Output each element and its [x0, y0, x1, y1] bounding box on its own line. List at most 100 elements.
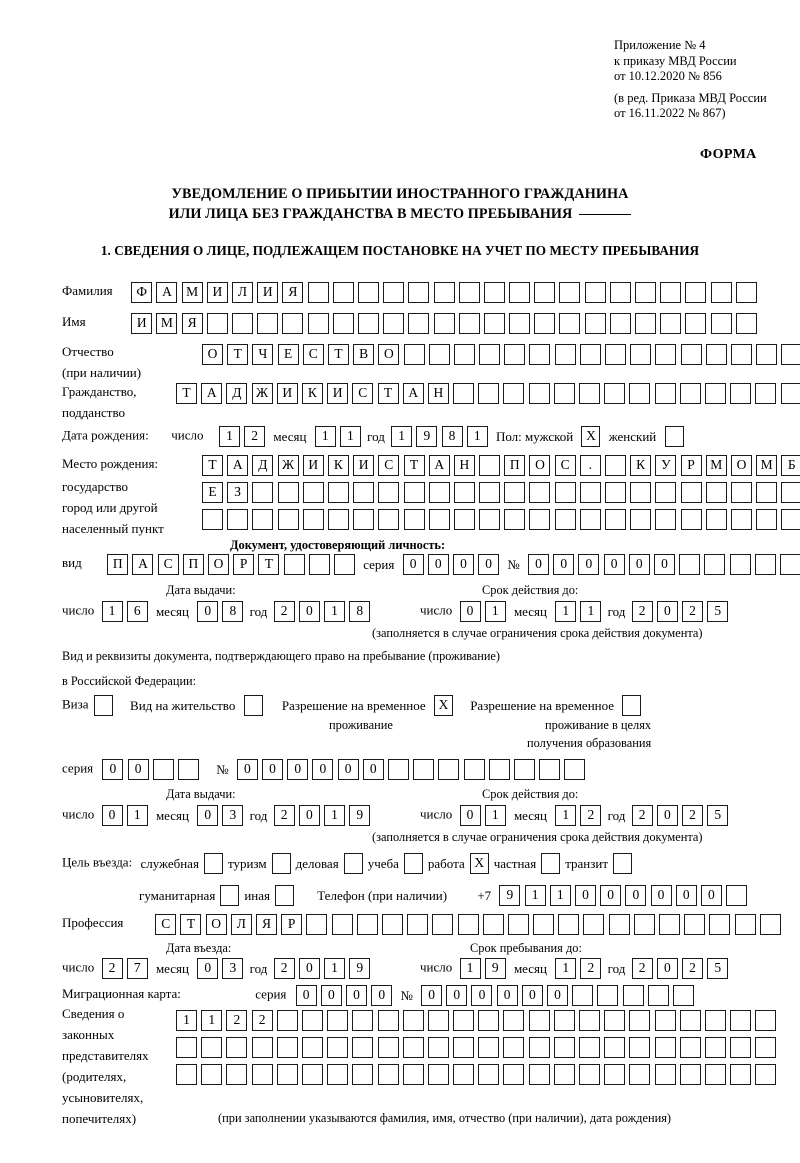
char-cell[interactable]: [458, 282, 480, 303]
char-cell[interactable]: [604, 1064, 626, 1085]
char-cell[interactable]: 1: [324, 805, 346, 826]
char-cell[interactable]: 2: [682, 601, 704, 622]
char-cell[interactable]: [438, 759, 460, 780]
char-cell[interactable]: [781, 509, 800, 530]
char-cell[interactable]: 0: [459, 805, 481, 826]
char-cell[interactable]: 1: [176, 1010, 197, 1031]
char-cell[interactable]: Р: [281, 914, 303, 935]
residence-permit-checkbox[interactable]: [243, 695, 263, 716]
char-cell[interactable]: [479, 344, 501, 365]
char-cell[interactable]: 8: [349, 601, 371, 622]
char-cell[interactable]: [403, 344, 425, 365]
char-cell[interactable]: [655, 344, 677, 365]
char-cell[interactable]: Ж: [251, 383, 273, 404]
char-cell[interactable]: И: [206, 282, 228, 303]
char-cell[interactable]: [597, 985, 619, 1006]
char-cell[interactable]: [685, 282, 707, 303]
char-cell[interactable]: [504, 344, 526, 365]
char-cell[interactable]: 0: [656, 601, 678, 622]
char-cell[interactable]: 0: [446, 985, 468, 1006]
char-cell[interactable]: [604, 1037, 626, 1058]
char-cell[interactable]: [503, 1064, 525, 1085]
char-cell[interactable]: [479, 482, 501, 503]
char-cell[interactable]: [704, 1010, 726, 1031]
char-cell[interactable]: [283, 554, 305, 575]
char-cell[interactable]: [629, 1037, 651, 1058]
char-cell[interactable]: 5: [707, 805, 729, 826]
char-cell[interactable]: [705, 482, 727, 503]
char-cell[interactable]: 2: [101, 958, 123, 979]
char-cell[interactable]: [408, 313, 430, 334]
purpose-option-checkbox[interactable]: X: [469, 853, 489, 874]
char-cell[interactable]: 8: [222, 601, 244, 622]
char-cell[interactable]: 2: [682, 958, 704, 979]
char-cell[interactable]: [730, 482, 752, 503]
char-cell[interactable]: [402, 1037, 424, 1058]
char-cell[interactable]: [558, 914, 580, 935]
char-cell[interactable]: [457, 914, 479, 935]
char-cell[interactable]: Я: [282, 282, 304, 303]
char-cell[interactable]: М: [705, 455, 727, 476]
char-cell[interactable]: [579, 509, 601, 530]
char-cell[interactable]: [654, 1010, 676, 1031]
char-cell[interactable]: 2: [580, 805, 602, 826]
char-cell[interactable]: [428, 482, 450, 503]
edu-residence-checkbox[interactable]: [622, 695, 642, 716]
char-cell[interactable]: [383, 282, 405, 303]
char-cell[interactable]: [226, 1037, 248, 1058]
char-cell[interactable]: 0: [197, 958, 219, 979]
char-cell[interactable]: 2: [251, 1010, 273, 1031]
char-cell[interactable]: [277, 509, 299, 530]
char-cell[interactable]: 0: [427, 554, 449, 575]
char-cell[interactable]: [609, 313, 631, 334]
char-cell[interactable]: [528, 1064, 550, 1085]
char-cell[interactable]: [533, 914, 555, 935]
char-cell[interactable]: [488, 759, 510, 780]
char-cell[interactable]: [730, 383, 752, 404]
char-cell[interactable]: Ч: [252, 344, 274, 365]
char-cell[interactable]: [302, 482, 324, 503]
char-cell[interactable]: С: [378, 455, 400, 476]
char-cell[interactable]: И: [302, 455, 324, 476]
char-cell[interactable]: Т: [377, 383, 399, 404]
char-cell[interactable]: 0: [478, 554, 500, 575]
char-cell[interactable]: [507, 914, 529, 935]
char-cell[interactable]: [257, 313, 279, 334]
char-cell[interactable]: [357, 282, 379, 303]
char-cell[interactable]: [679, 1010, 701, 1031]
char-cell[interactable]: [529, 509, 551, 530]
char-cell[interactable]: 0: [197, 805, 219, 826]
char-cell[interactable]: 0: [628, 554, 650, 575]
char-cell[interactable]: [503, 1010, 525, 1031]
char-cell[interactable]: [528, 1010, 550, 1031]
char-cell[interactable]: [553, 1064, 575, 1085]
char-cell[interactable]: 9: [349, 805, 371, 826]
char-cell[interactable]: [479, 509, 501, 530]
char-cell[interactable]: 0: [298, 805, 320, 826]
char-cell[interactable]: [655, 509, 677, 530]
char-cell[interactable]: [387, 759, 409, 780]
char-cell[interactable]: [177, 759, 199, 780]
char-cell[interactable]: 9: [349, 958, 371, 979]
char-cell[interactable]: 1: [459, 958, 481, 979]
char-cell[interactable]: С: [302, 344, 324, 365]
char-cell[interactable]: [755, 383, 777, 404]
char-cell[interactable]: 9: [499, 885, 521, 906]
char-cell[interactable]: 0: [287, 759, 309, 780]
char-cell[interactable]: К: [630, 455, 652, 476]
char-cell[interactable]: [503, 1037, 525, 1058]
char-cell[interactable]: [755, 1064, 777, 1085]
char-cell[interactable]: 1: [391, 426, 413, 447]
char-cell[interactable]: Т: [327, 344, 349, 365]
char-cell[interactable]: [252, 509, 274, 530]
